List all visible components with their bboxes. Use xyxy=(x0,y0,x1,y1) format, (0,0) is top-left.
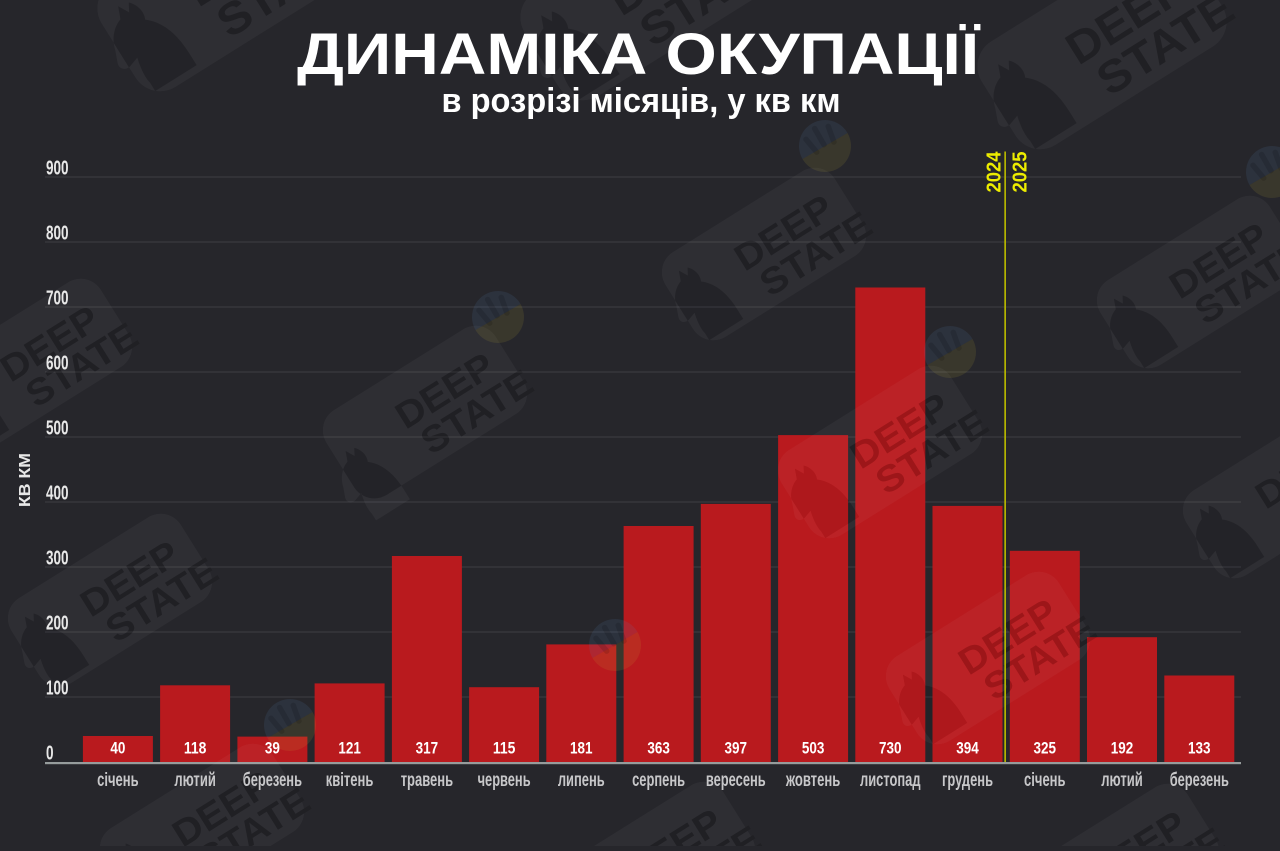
svg-text:лютий: лютий xyxy=(1101,770,1143,791)
svg-text:503: 503 xyxy=(802,739,825,758)
svg-text:39: 39 xyxy=(265,739,280,758)
svg-text:325: 325 xyxy=(1034,739,1057,758)
svg-text:січень: січень xyxy=(97,770,139,791)
svg-text:40: 40 xyxy=(110,739,125,758)
svg-text:100: 100 xyxy=(46,678,69,700)
svg-text:730: 730 xyxy=(879,739,902,758)
svg-text:лютий: лютий xyxy=(174,770,216,791)
svg-text:серпень: серпень xyxy=(632,770,685,791)
svg-text:500: 500 xyxy=(46,418,69,440)
svg-text:192: 192 xyxy=(1111,739,1134,758)
svg-text:червень: червень xyxy=(478,770,531,791)
svg-text:березень: березень xyxy=(1170,770,1229,791)
svg-text:КВ КМ: КВ КМ xyxy=(17,453,34,507)
svg-text:в розрізі місяців, у кв км: в розрізі місяців, у кв км xyxy=(442,82,841,120)
svg-text:800: 800 xyxy=(46,223,69,245)
svg-text:115: 115 xyxy=(493,739,516,758)
svg-text:394: 394 xyxy=(956,739,979,758)
svg-text:травень: травень xyxy=(401,770,453,791)
svg-text:118: 118 xyxy=(184,739,207,758)
svg-text:181: 181 xyxy=(570,739,593,758)
svg-text:397: 397 xyxy=(725,739,748,758)
svg-text:900: 900 xyxy=(46,158,69,180)
svg-text:квітень: квітень xyxy=(326,770,374,791)
svg-text:0: 0 xyxy=(46,743,54,765)
svg-text:ДИНАМІКА ОКУПАЦІЇ: ДИНАМІКА ОКУПАЦІЇ xyxy=(297,22,981,87)
svg-text:600: 600 xyxy=(46,353,69,375)
svg-text:317: 317 xyxy=(416,739,439,758)
svg-text:300: 300 xyxy=(46,548,69,570)
svg-text:листопад: листопад xyxy=(860,770,921,791)
svg-text:жовтень: жовтень xyxy=(785,770,840,791)
svg-text:вересень: вересень xyxy=(706,770,766,791)
svg-text:грудень: грудень xyxy=(942,770,993,791)
svg-text:363: 363 xyxy=(647,739,670,758)
svg-text:400: 400 xyxy=(46,483,69,505)
svg-text:2025: 2025 xyxy=(1009,152,1031,193)
svg-text:700: 700 xyxy=(46,288,69,310)
svg-text:200: 200 xyxy=(46,613,69,635)
svg-text:133: 133 xyxy=(1188,739,1211,758)
svg-text:2024: 2024 xyxy=(983,151,1005,193)
svg-text:121: 121 xyxy=(338,739,361,758)
svg-text:січень: січень xyxy=(1024,770,1066,791)
svg-text:березень: березень xyxy=(243,770,302,791)
svg-text:липень: липень xyxy=(558,770,605,791)
